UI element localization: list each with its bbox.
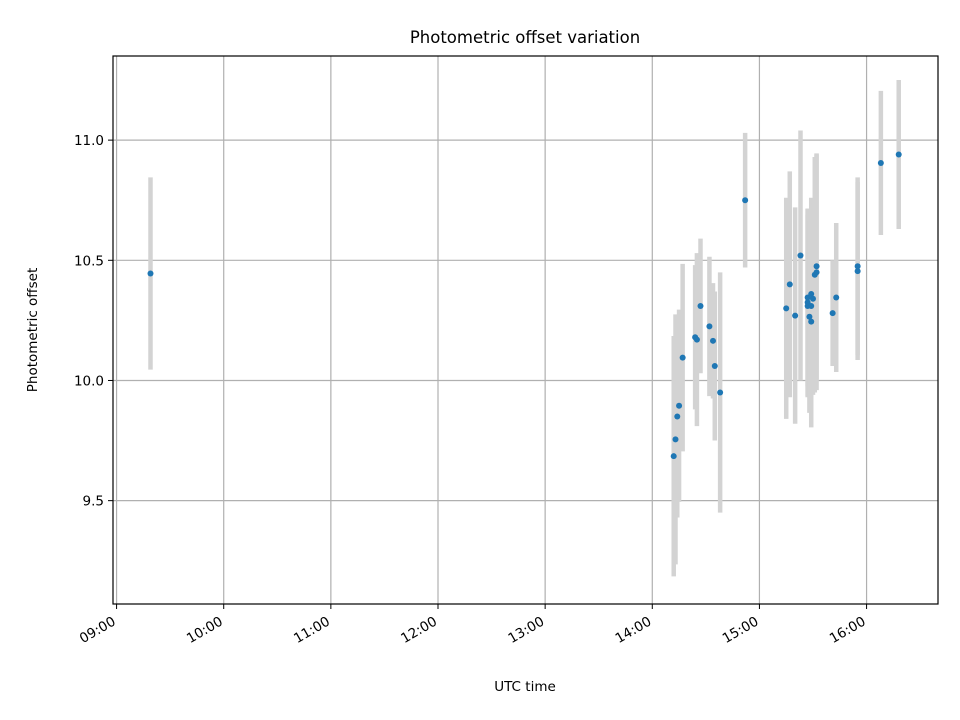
data-point <box>833 294 840 301</box>
x-axis-label: UTC time <box>494 679 556 695</box>
data-points <box>147 151 902 460</box>
data-point <box>808 290 815 297</box>
data-point <box>672 436 679 443</box>
data-point <box>806 313 813 320</box>
data-point <box>676 402 683 409</box>
data-point <box>808 318 815 325</box>
data-point <box>854 263 861 270</box>
y-axis-label: Photometric offset <box>25 268 41 392</box>
y-tick-label: 9.5 <box>83 494 104 510</box>
data-point <box>808 302 815 309</box>
data-point <box>895 151 902 158</box>
data-point <box>877 159 884 166</box>
data-point <box>813 269 820 276</box>
data-point <box>742 197 749 204</box>
data-point <box>813 263 820 270</box>
data-point <box>706 323 713 330</box>
y-tick-label: 10.0 <box>74 373 104 389</box>
data-point <box>854 268 861 275</box>
data-point <box>810 295 816 302</box>
data-point <box>829 310 836 317</box>
y-tick-label: 10.5 <box>74 253 104 269</box>
data-point <box>679 354 686 361</box>
chart-title: Photometric offset variation <box>410 28 640 47</box>
data-point <box>783 305 790 312</box>
data-point <box>717 389 724 396</box>
data-point <box>797 252 804 259</box>
plot-frame <box>112 55 939 605</box>
y-ticks: 9.5 10.0 10.5 11.0 <box>74 133 113 510</box>
data-point <box>693 336 700 343</box>
data-point <box>792 312 799 319</box>
y-tick-label: 11.0 <box>74 133 104 149</box>
data-point <box>674 413 681 420</box>
data-point <box>670 453 677 460</box>
data-point <box>711 363 718 370</box>
data-point <box>697 302 704 309</box>
data-point <box>710 337 716 344</box>
data-point <box>147 270 154 277</box>
data-point <box>786 281 793 288</box>
